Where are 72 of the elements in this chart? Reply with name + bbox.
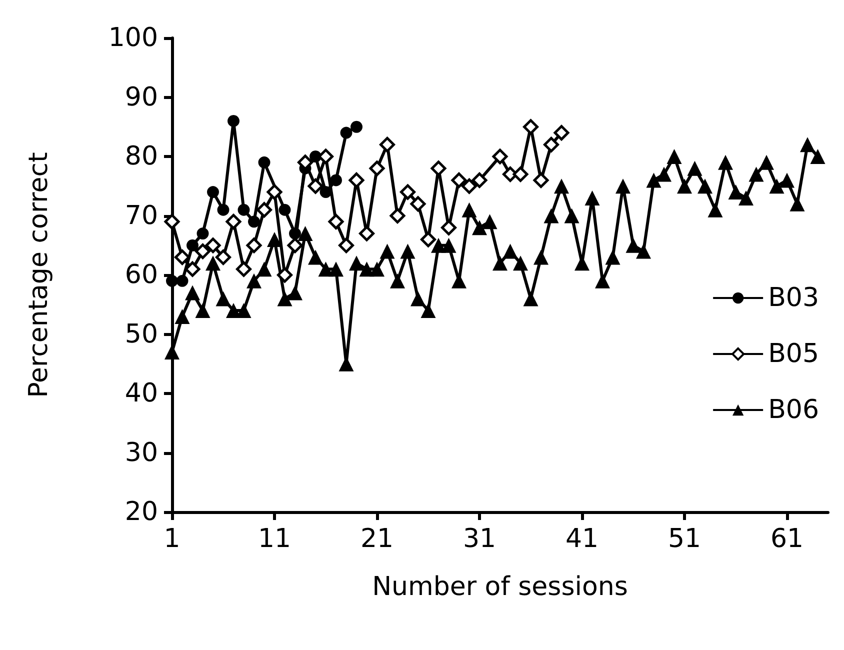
- point: [195, 244, 210, 260]
- point: [320, 186, 332, 198]
- point: [451, 172, 467, 188]
- point: [350, 120, 362, 133]
- point: [278, 204, 291, 216]
- point: [441, 220, 456, 236]
- point: [308, 178, 324, 194]
- point: [205, 238, 221, 254]
- point: [328, 214, 344, 230]
- point: [462, 178, 477, 194]
- x-tick-label: 11: [258, 524, 292, 554]
- point: [174, 249, 190, 265]
- x-tick-label: 31: [462, 524, 496, 554]
- point: [340, 126, 352, 139]
- point: [330, 174, 342, 186]
- point: [410, 196, 426, 212]
- point: [207, 186, 219, 198]
- point: [246, 238, 262, 254]
- point: [430, 160, 446, 176]
- point: [258, 156, 270, 168]
- point: [226, 214, 242, 230]
- point: [266, 184, 282, 200]
- legend-label: B05: [768, 339, 819, 369]
- x-tick-label: 51: [668, 524, 702, 554]
- x-tick-label: 1: [164, 524, 180, 554]
- point: [544, 136, 559, 152]
- point: [287, 238, 303, 254]
- point: [420, 232, 436, 248]
- point: [380, 136, 395, 152]
- point: [359, 226, 374, 242]
- point: [196, 228, 209, 240]
- point: [256, 202, 272, 218]
- y-axis-title: Percentage correct: [24, 152, 54, 398]
- x-tick-label: 61: [770, 524, 804, 554]
- point: [228, 114, 240, 127]
- point: [184, 261, 200, 277]
- point: [166, 274, 178, 287]
- point: [523, 119, 538, 135]
- point: [492, 148, 508, 164]
- point: [472, 172, 488, 188]
- y-tick-label: 80: [124, 142, 158, 172]
- point: [217, 204, 230, 216]
- y-tick-label: 50: [124, 319, 158, 350]
- point: [238, 204, 250, 216]
- point: [554, 125, 570, 141]
- legend-label: B06: [768, 395, 819, 425]
- y-tick-label: 40: [124, 378, 158, 408]
- point: [236, 261, 252, 277]
- y-tick-label: 30: [124, 438, 158, 468]
- legend-label: B03: [768, 283, 819, 313]
- y-tick-label: 90: [124, 82, 158, 112]
- point: [186, 239, 198, 252]
- y-tick-label: 70: [124, 200, 158, 231]
- point: [277, 267, 292, 283]
- point: [369, 160, 385, 176]
- point: [512, 166, 528, 182]
- point: [248, 216, 260, 228]
- point: [348, 172, 364, 188]
- x-tick-label: 41: [565, 524, 599, 554]
- point: [164, 214, 180, 230]
- y-tick-label: 100: [108, 23, 158, 53]
- y-tick-label: 20: [124, 497, 158, 527]
- point: [289, 228, 301, 240]
- x-tick-label: 21: [360, 524, 394, 554]
- x-axis-title: Number of sessions: [372, 572, 628, 602]
- point: [533, 172, 549, 188]
- point: [216, 249, 231, 265]
- point: [400, 184, 416, 200]
- point: [338, 238, 354, 254]
- point: [176, 274, 188, 287]
- y-tick-label: 60: [124, 260, 158, 290]
- point: [390, 208, 406, 224]
